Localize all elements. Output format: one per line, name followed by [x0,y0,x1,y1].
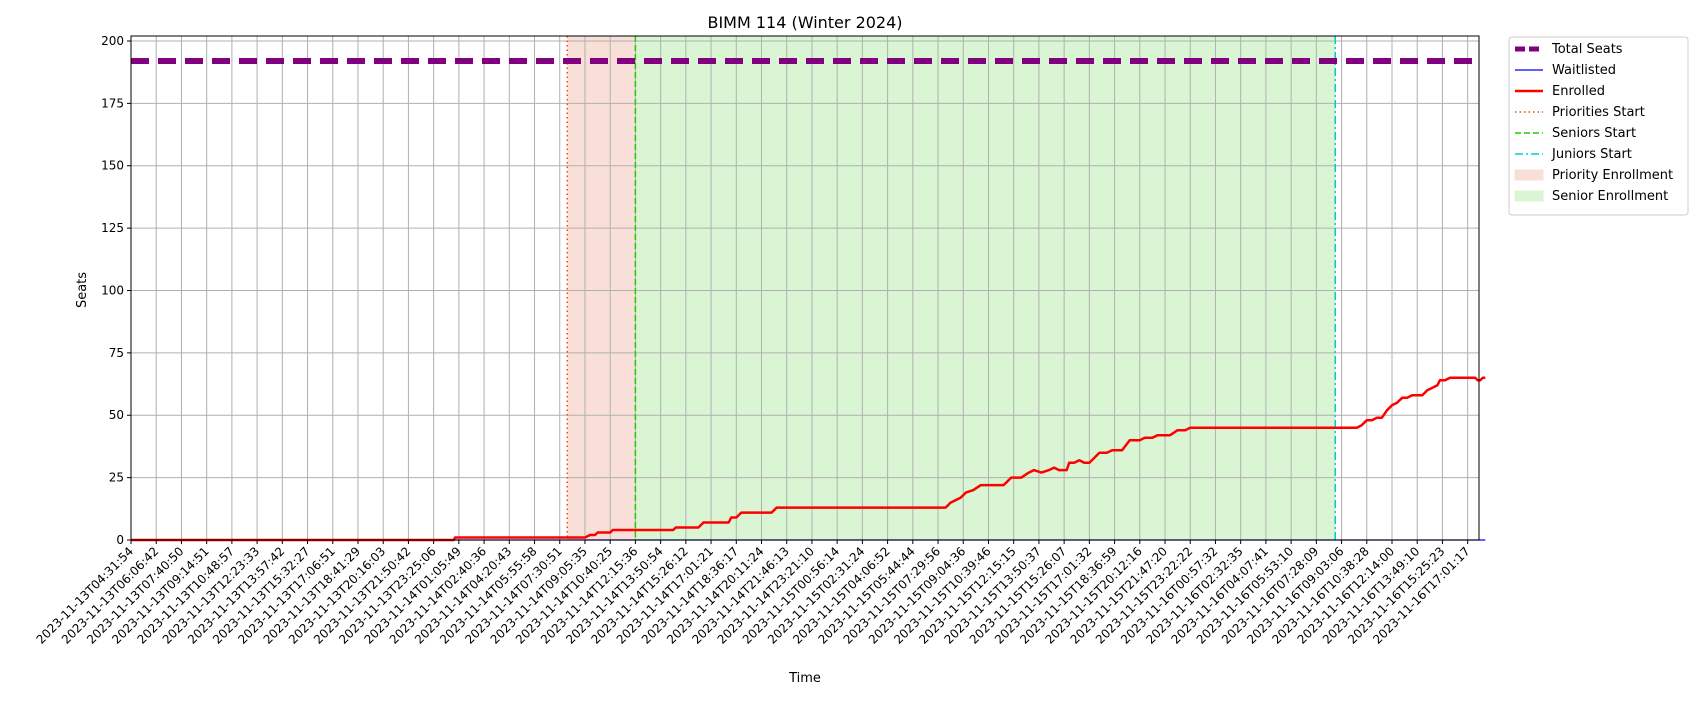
legend-marker-priority-enrollment [1514,169,1544,181]
legend-label: Priority Enrollment [1552,168,1673,183]
legend-frame [1508,36,1689,216]
legend-label: Enrolled [1552,84,1605,99]
y-axis-label: Seats [75,272,90,308]
y-tick-label: 75 [109,346,124,360]
chart-title: BIMM 114 (Winter 2024) [707,13,902,32]
y-tick-label: 150 [101,159,124,173]
y-tick-label: 100 [101,283,124,297]
series-enrolled [131,376,1486,542]
y-tick-label: 50 [109,408,124,422]
span-priority-enrollment [567,36,636,540]
y-tick-label: 25 [109,471,124,485]
span-senior-enrollment [635,36,1336,540]
legend: Total Seats Waitlisted Enrolled Priorities … [1508,36,1689,216]
legend-label: Priorities Start [1552,105,1645,120]
legend-label: Senior Enrollment [1552,189,1668,204]
legend-label: Total Seats [1551,42,1623,57]
y-tick-label: 200 [101,34,124,48]
legend-label: Juniors Start [1551,147,1632,162]
y-tick-label: 0 [116,533,124,547]
x-axis-label: Time [788,671,821,686]
legend-marker-senior-enrollment [1514,190,1544,202]
legend-label: Waitlisted [1552,63,1616,78]
y-tick-label: 125 [101,221,124,235]
plot-frame [130,35,1480,541]
y-tick-label: 175 [101,96,124,110]
legend-label: Seniors Start [1552,126,1636,141]
